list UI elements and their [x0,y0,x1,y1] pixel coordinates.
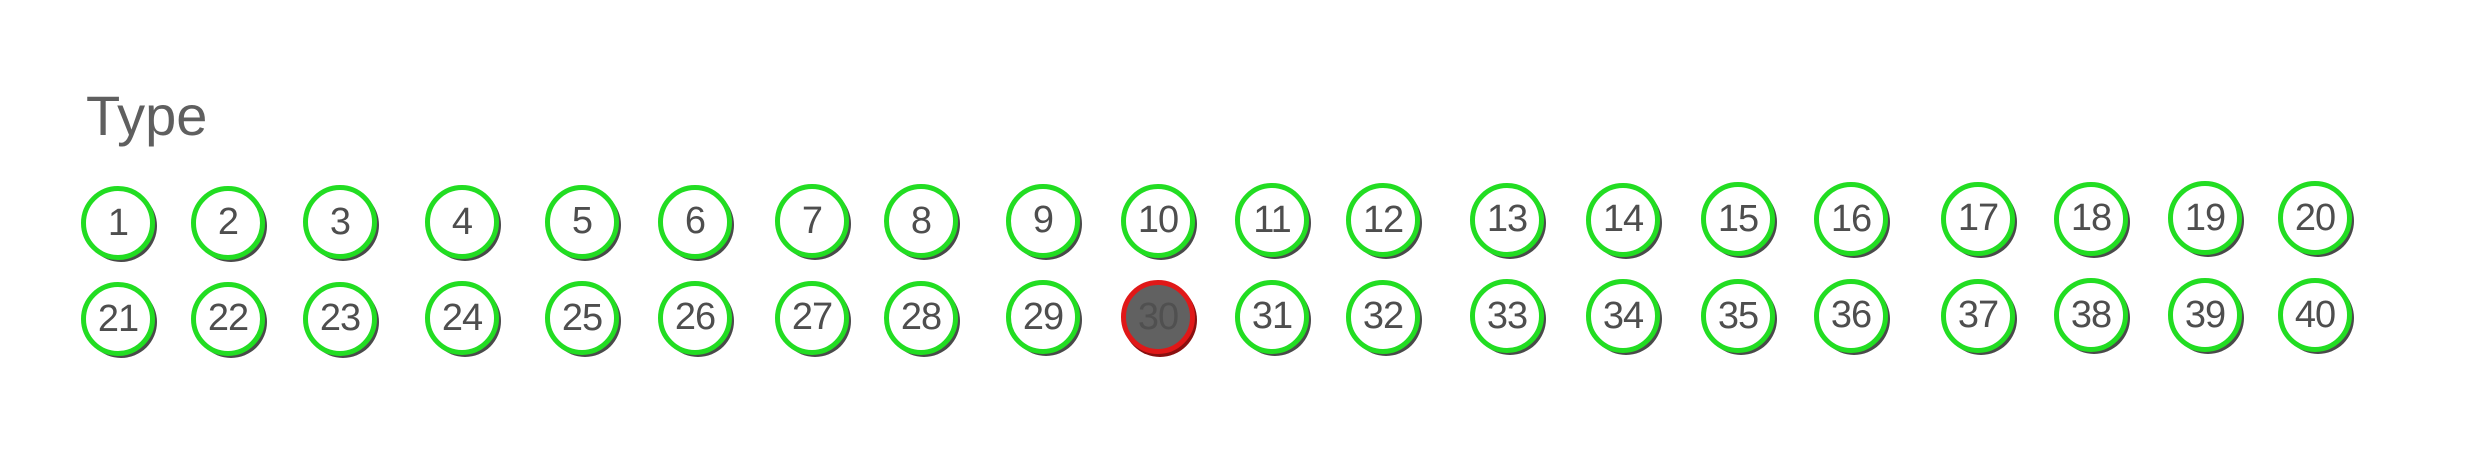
type-option-label: 19 [2184,196,2226,239]
type-option-label: 12 [1362,198,1404,241]
type-option-30[interactable]: 30 [1121,280,1195,355]
type-option-label: 15 [1717,197,1759,240]
type-option-label: 22 [207,297,249,340]
type-option-label: 17 [1957,197,1999,240]
type-option-3[interactable]: 3 [303,185,377,260]
type-option-40[interactable]: 40 [2278,278,2352,352]
type-option-29[interactable]: 29 [1006,280,1080,355]
type-option-33[interactable]: 33 [1470,279,1544,354]
type-option-20[interactable]: 20 [2278,181,2352,255]
type-option-38[interactable]: 38 [2054,278,2128,353]
type-option-32[interactable]: 32 [1346,279,1420,354]
type-option-label: 40 [2294,293,2336,336]
type-option-label: 8 [910,199,932,242]
type-option-label: 1 [107,201,129,244]
type-option-label: 37 [1957,294,1999,337]
type-option-label: 27 [791,296,833,339]
type-option-label: 16 [1830,197,1872,240]
type-option-16[interactable]: 16 [1814,182,1888,257]
type-option-22[interactable]: 22 [191,281,265,356]
type-option-2[interactable]: 2 [191,185,265,260]
type-option-11[interactable]: 11 [1235,183,1309,258]
type-option-37[interactable]: 37 [1941,278,2015,353]
type-option-13[interactable]: 13 [1470,182,1544,257]
type-option-label: 11 [1253,198,1291,241]
type-option-label: 34 [1602,294,1644,337]
type-option-6[interactable]: 6 [658,184,732,259]
type-option-31[interactable]: 31 [1235,279,1309,354]
type-option-label: 33 [1486,294,1528,337]
type-option-label: 7 [801,199,823,242]
type-option-23[interactable]: 23 [303,281,377,356]
type-option-label: 31 [1251,295,1293,338]
type-option-label: 14 [1602,198,1644,241]
type-option-5[interactable]: 5 [545,184,619,259]
type-option-label: 20 [2294,196,2336,239]
type-option-18[interactable]: 18 [2054,181,2128,256]
type-option-label: 28 [900,296,942,339]
type-option-label: 30 [1137,295,1179,338]
type-option-19[interactable]: 19 [2168,181,2242,256]
type-option-14[interactable]: 14 [1586,182,1660,257]
type-option-26[interactable]: 26 [658,280,732,355]
type-option-27[interactable]: 27 [775,280,849,355]
type-option-label: 6 [684,200,706,243]
type-option-label: 24 [441,296,483,339]
type-option-label: 18 [2070,197,2112,240]
type-option-label: 13 [1486,198,1528,241]
section-title: Type [86,84,208,147]
type-option-21[interactable]: 21 [81,282,155,356]
type-option-label: 36 [1830,294,1872,337]
type-option-label: 29 [1022,295,1064,338]
type-option-17[interactable]: 17 [1941,181,2015,256]
type-option-label: 10 [1137,199,1179,242]
type-option-label: 5 [571,200,593,243]
type-option-label: 39 [2184,293,2226,336]
type-option-label: 3 [329,200,351,243]
type-option-35[interactable]: 35 [1701,279,1775,354]
type-option-label: 26 [674,296,716,339]
type-option-34[interactable]: 34 [1586,279,1660,354]
type-option-7[interactable]: 7 [775,184,849,259]
type-option-15[interactable]: 15 [1701,182,1775,257]
type-option-9[interactable]: 9 [1006,183,1080,258]
type-option-label: 25 [561,296,603,339]
type-option-label: 2 [217,201,239,244]
type-option-label: 4 [451,200,473,243]
type-option-24[interactable]: 24 [425,281,499,356]
type-option-28[interactable]: 28 [884,280,958,355]
type-option-12[interactable]: 12 [1346,183,1420,258]
type-option-36[interactable]: 36 [1814,278,1888,353]
type-option-1[interactable]: 1 [81,186,155,260]
type-option-10[interactable]: 10 [1121,183,1195,258]
type-option-8[interactable]: 8 [884,184,958,259]
type-option-label: 23 [319,297,361,340]
type-option-label: 35 [1717,294,1759,337]
type-option-label: 21 [97,297,139,340]
type-option-25[interactable]: 25 [545,281,619,356]
type-option-label: 32 [1362,295,1404,338]
type-option-39[interactable]: 39 [2168,278,2242,353]
type-option-4[interactable]: 4 [425,185,499,260]
type-option-label: 38 [2070,293,2112,336]
type-option-label: 9 [1032,199,1054,242]
